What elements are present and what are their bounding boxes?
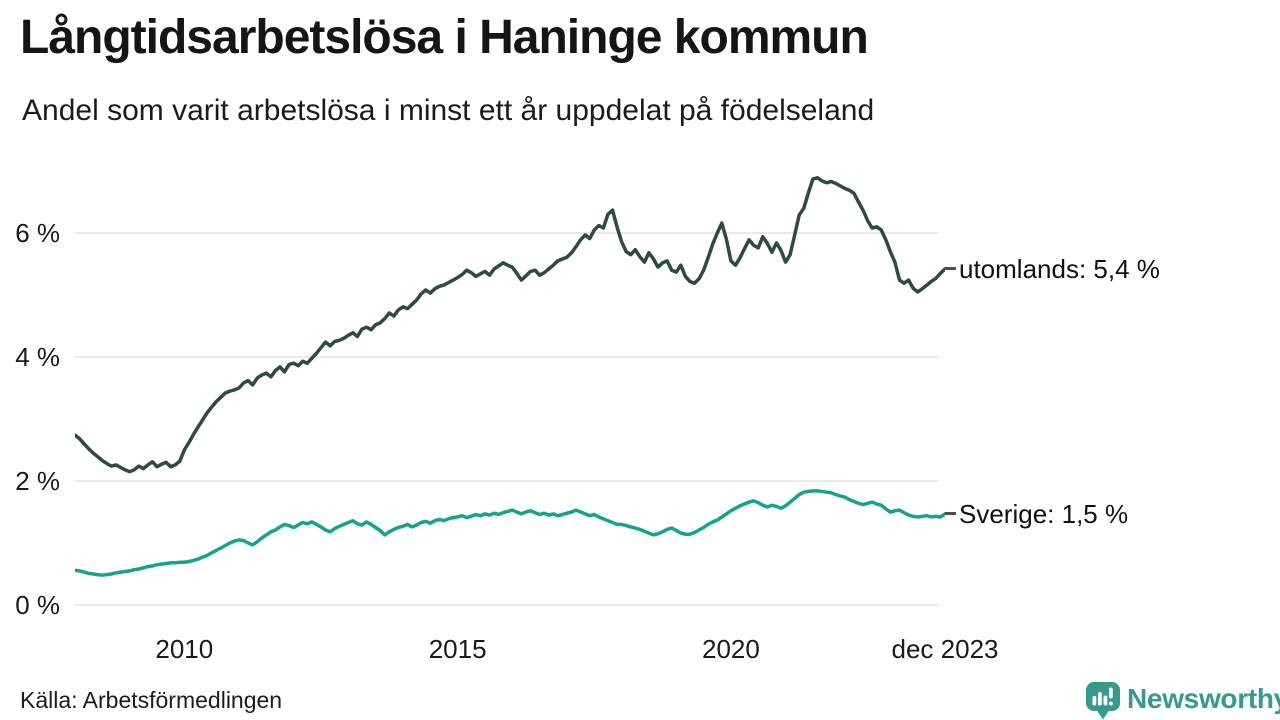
plot-svg bbox=[75, 176, 945, 606]
line-Sverige bbox=[75, 489, 945, 577]
x-axis-tick-label: dec 2023 bbox=[891, 634, 999, 664]
chart-title: Långtidsarbetslösa i Haninge kommun bbox=[20, 11, 869, 64]
line-utomlands bbox=[75, 176, 945, 474]
chart-subtitle: Andel som varit arbetslösa i minst ett å… bbox=[22, 94, 875, 127]
label-connector-dash bbox=[945, 512, 956, 516]
x-axis-tick-label: 2020 bbox=[701, 634, 760, 664]
x-axis-tick-label: 2010 bbox=[155, 634, 214, 664]
logo-exclamation-bar bbox=[1109, 687, 1113, 699]
x-axis-tick-label: 2015 bbox=[428, 634, 487, 664]
y-axis-tick-label: 6 % bbox=[15, 218, 60, 248]
y-axis-tick-label: 2 % bbox=[15, 466, 60, 496]
brand-wordmark: Newsworthy bbox=[1127, 683, 1280, 714]
newsworthy-logo-icon bbox=[1086, 682, 1120, 720]
logo-bar-2 bbox=[1098, 692, 1102, 706]
logo-bar-3 bbox=[1103, 695, 1108, 706]
newsworthy-brand: Newsworthy bbox=[1083, 680, 1280, 720]
y-axis-tick-label: 4 % bbox=[15, 342, 60, 372]
label-connector-dash bbox=[945, 267, 956, 271]
y-axis-tick-label: 0 % bbox=[15, 590, 60, 620]
series-label-utomlands: utomlands: 5,4 % bbox=[959, 253, 1160, 284]
logo-bar-1 bbox=[1092, 696, 1097, 706]
logo-exclamation-dot bbox=[1109, 701, 1113, 706]
series-label-Sverige: Sverige: 1,5 % bbox=[959, 498, 1129, 529]
source-note: Källa: Arbetsförmedlingen bbox=[20, 687, 283, 713]
